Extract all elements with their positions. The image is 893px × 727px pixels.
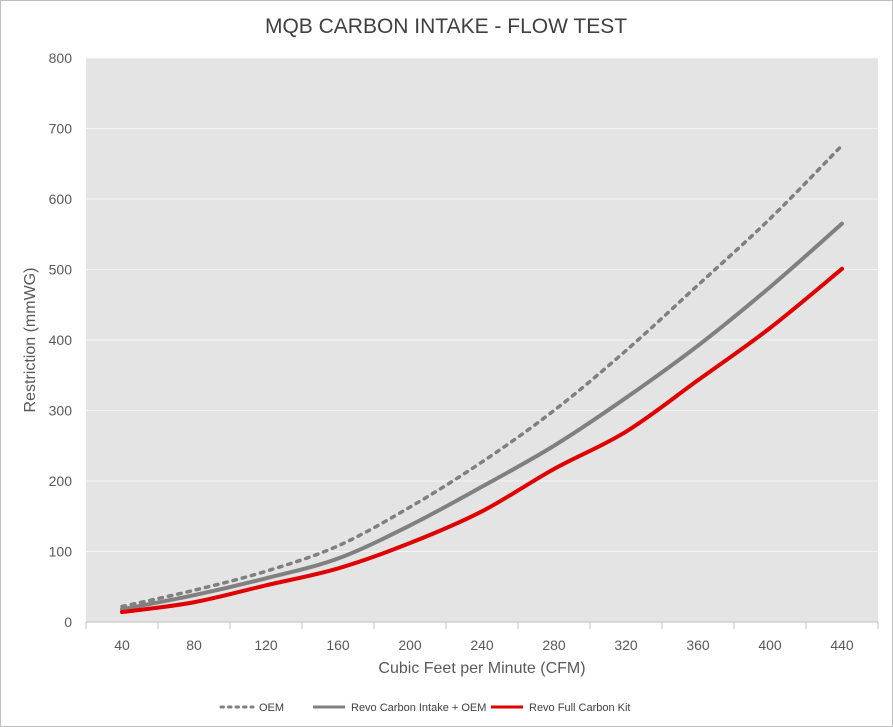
x-tick-label: 360 [686,637,710,653]
x-tick-label: 400 [758,637,782,653]
x-tick-label: 440 [830,637,854,653]
y-tick-label: 800 [49,50,73,66]
y-tick-label: 700 [49,121,73,137]
y-tick-label: 400 [49,332,73,348]
x-tick-label: 40 [114,637,130,653]
y-tick-label: 200 [49,473,73,489]
legend-label: OEM [259,702,284,714]
series-lines [120,143,844,615]
x-tick-label: 160 [326,637,350,653]
y-tick-label: 300 [49,403,73,419]
series-line-revo-carbon-intake-oem [120,221,844,612]
legend-label: Revo Full Carbon Kit [529,702,631,714]
y-tick-label: 500 [49,262,73,278]
x-tick-label: 200 [398,637,422,653]
legend-label: Revo Carbon Intake + OEM [351,702,486,714]
y-tick-label: 0 [64,614,72,630]
x-tick-label: 280 [542,637,566,653]
x-tick-label: 320 [614,637,638,653]
y-tick-label: 100 [49,544,73,560]
chart-title: MQB CARBON INTAKE - FLOW TEST [265,15,627,38]
x-tick-label: 120 [254,637,278,653]
x-tick-label: 240 [470,637,494,653]
series-line-oem [120,143,844,609]
y-axis-label: Restriction (mmWG) [22,268,39,413]
x-axis-label: Cubic Feet per Minute (CFM) [378,660,585,677]
gridlines [86,57,878,552]
x-tick-label: 80 [186,637,202,653]
series-line-revo-full-carbon-kit [120,266,844,615]
y-tick-label: 600 [49,191,73,207]
axes: 0 100 200 300 400 500 600 700 800 40 80 120 160 200 24… [49,50,879,653]
legend: OEM Revo Carbon Intake + OEM Revo Full Car… [219,702,631,714]
